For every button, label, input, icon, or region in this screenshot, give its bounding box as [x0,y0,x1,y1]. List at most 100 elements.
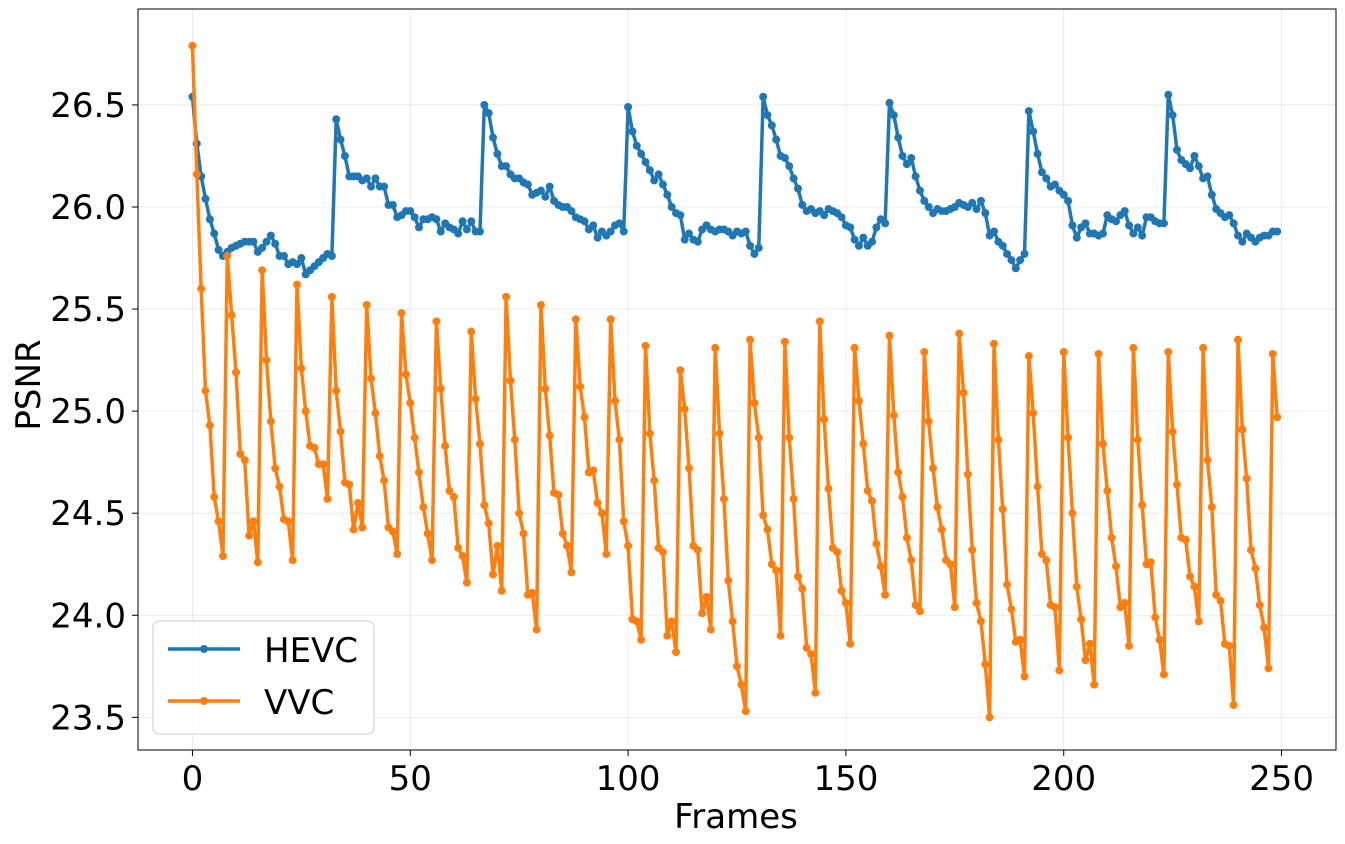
data-point-vvc [676,366,685,375]
data-point-vvc [580,413,589,422]
data-point-hevc [1059,190,1068,199]
data-point-hevc [1072,233,1081,242]
data-point-hevc [902,160,911,169]
data-point-vvc [650,476,659,485]
data-point-vvc [371,409,380,418]
data-point-hevc [990,227,999,236]
data-point-vvc [515,509,524,518]
data-point-vvc [741,707,750,716]
data-point-vvc [1151,613,1160,622]
data-point-hevc [624,102,633,111]
data-point-vvc [362,300,371,309]
data-point-hevc [567,207,576,216]
data-point-vvc [968,545,977,554]
data-point-hevc [279,252,288,260]
data-point-vvc [271,464,280,473]
data-point-vvc [218,552,227,561]
data-point-hevc [759,92,768,101]
data-point-hevc [693,237,702,246]
data-point-vvc [746,335,755,344]
data-point-vvc [846,639,855,648]
data-point-vvc [354,499,362,507]
data-point-hevc [854,241,863,250]
data-point-hevc [780,154,789,163]
data-point-hevc [911,172,920,181]
legend-hevc-label: HEVC [264,631,358,671]
data-point-vvc [484,519,493,528]
data-point-hevc [589,221,598,230]
data-point-vvc [976,617,985,626]
data-point-vvc [1129,343,1138,352]
data-point-vvc [236,450,245,459]
data-point-vvc [576,382,585,391]
data-point-hevc [340,151,349,160]
legend-hevc-swatch-marker [200,645,208,653]
data-point-vvc [380,476,389,485]
data-point-vvc [1077,615,1086,624]
data-point-hevc [885,98,894,107]
data-point-vvc [902,533,911,542]
data-point-vvc [419,503,428,512]
data-point-hevc [680,235,689,244]
data-point-vvc [502,292,511,301]
data-point-hevc [362,174,371,183]
data-point-hevc [502,162,511,171]
data-point-hevc [754,243,763,252]
data-point-vvc [1268,349,1277,358]
data-point-vvc [1033,482,1042,491]
data-point-hevc [1194,162,1203,171]
data-point-vvc [510,435,519,444]
data-point-vvc [994,435,1003,444]
data-point-hevc [327,252,336,260]
data-point-vvc [1016,635,1025,644]
data-point-hevc [837,213,846,222]
data-point-hevc [1120,207,1129,216]
data-point-vvc [881,590,890,599]
data-point-vvc [197,284,206,293]
data-point-vvc [1020,672,1029,681]
data-point-hevc [637,149,646,158]
data-point-vvc [589,466,598,475]
data-point-hevc [793,184,802,193]
data-point-vvc [349,525,358,534]
data-point-vvc [698,609,707,618]
data-point-hevc [1186,164,1195,173]
x-tick-label: 0 [182,759,204,799]
data-point-vvc [715,429,724,438]
data-point-vvc [1138,501,1147,510]
data-point-vvc [563,541,572,550]
data-point-vvc [558,529,567,538]
data-point-vvc [680,405,689,414]
data-point-hevc [454,229,463,238]
data-point-hevc [1003,249,1012,258]
data-point-vvc [1003,580,1012,589]
data-point-vvc [1064,433,1073,442]
data-point-vvc [397,309,406,318]
data-point-vvc [833,547,842,556]
data-point-vvc [793,572,802,581]
data-point-vvc [1207,503,1216,512]
data-point-vvc [780,337,789,346]
data-point-vvc [933,503,942,512]
data-point-hevc [654,170,663,179]
legend: HEVC VVC [152,620,375,735]
data-point-vvc [1238,425,1247,434]
data-point-vvc [1090,680,1099,689]
data-point-vvc [807,650,816,659]
data-point-hevc [1190,151,1199,160]
data-point-hevc [798,200,807,209]
data-point-hevc [436,227,445,236]
data-point-hevc [628,127,637,136]
data-point-vvc [489,570,498,579]
data-point-hevc [889,111,898,120]
data-point-hevc [1098,229,1107,238]
data-point-vvc [611,396,620,405]
axes: 0 50 100 150 200 250 23.5 24.0 24.5 25.0 25.5 26.0 2… [50,86,1314,799]
data-point-vvc [911,601,920,610]
data-point-vvc [301,407,310,416]
data-point-vvc [414,468,423,477]
data-point-vvc [1233,335,1242,344]
x-tick-label: 150 [813,759,878,799]
data-point-vvc [750,398,759,407]
data-point-hevc [789,174,798,183]
